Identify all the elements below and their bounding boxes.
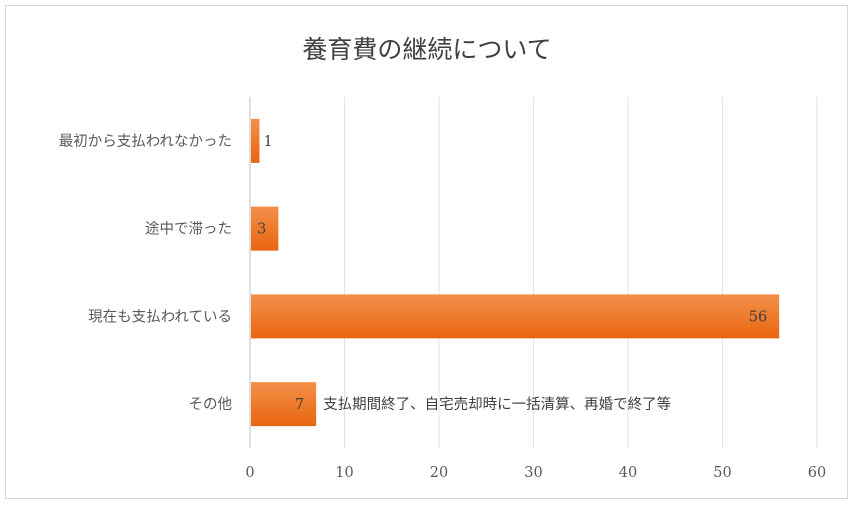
x-tick-label: 10 (335, 465, 353, 481)
data-label: 1 (263, 134, 272, 150)
bar (251, 294, 780, 339)
data-label: 7 (295, 397, 304, 413)
chart-frame (5, 5, 848, 499)
bar (251, 206, 279, 251)
data-label: 3 (257, 222, 266, 238)
data-label: 56 (749, 309, 767, 325)
category-label: その他 (189, 396, 233, 413)
x-tick-label: 30 (524, 465, 542, 481)
x-tick-label: 20 (430, 465, 448, 481)
x-tick-label: 40 (619, 465, 637, 481)
category-label: 途中で滞った (145, 221, 232, 238)
x-tick-label: 0 (245, 465, 254, 481)
category-label: 最初から支払われなかった (59, 133, 232, 150)
bar (251, 382, 317, 427)
bar (251, 118, 260, 163)
annotation-label: 支払期間終了、自宅売却時に一括清算、再婚で終了等 (323, 395, 671, 413)
category-label: 現在も支払われている (88, 308, 232, 325)
x-tick-label: 60 (808, 465, 826, 481)
chart-title: 養育費の継続について (302, 35, 551, 64)
x-tick-label: 50 (713, 465, 731, 481)
